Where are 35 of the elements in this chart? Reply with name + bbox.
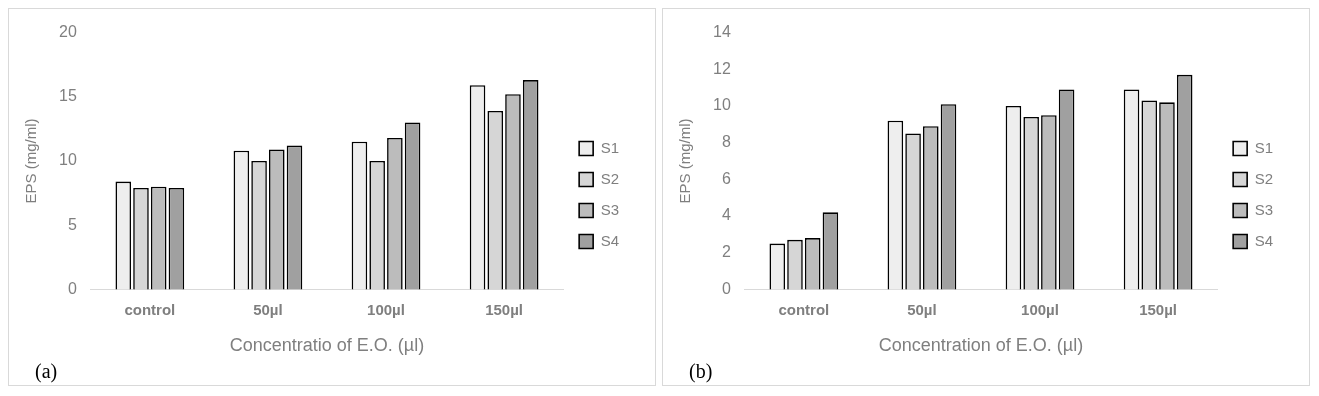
y-tick-label: 0 [67,279,77,297]
y-tick-label: 20 [59,23,77,41]
legend-label: S4 [600,231,620,249]
y-tick-label: 10 [59,151,77,169]
y-tick-label: 5 [67,215,77,233]
x-tick-label: 50µl [253,300,283,318]
y-tick-label: 0 [721,279,731,297]
legend-label: S4 [1254,231,1274,249]
legend-label: S1 [600,138,620,156]
y-tick-label: 8 [721,133,731,151]
text: (a) [35,360,58,383]
x-axis-title: Concentratio of E.O. (µl) [229,335,425,356]
legend-label: S1 [1254,138,1274,156]
y-tick-label: 10 [713,96,731,114]
y-tick-label: 2 [721,243,731,261]
legend-label: S2 [600,169,620,187]
x-tick-label: 100µl [1021,300,1059,318]
x-tick-label: 150µl [1139,300,1178,318]
text: (b) [689,360,713,383]
x-tick-label: 100µl [367,300,405,318]
x-axis-title: Concentration of E.O. (µl) [878,335,1084,356]
legend-label: S3 [1254,200,1274,218]
y-tick-label: 15 [59,87,77,105]
x-tick-label: 50µl [907,300,937,318]
x-tick-label: 150µl [485,300,524,318]
legend-label: S2 [1254,169,1274,187]
y-axis-title: EPS (mg/ml) [676,118,694,204]
y-tick-label: 6 [721,169,731,187]
y-axis-title: EPS (mg/ml) [22,118,40,204]
x-tick-label: control [778,300,830,318]
y-tick-label: 12 [713,59,731,77]
y-tick-label: 14 [713,23,731,41]
legend-label: S3 [600,200,620,218]
y-tick-label: 4 [721,206,731,224]
x-tick-label: control [124,300,176,318]
